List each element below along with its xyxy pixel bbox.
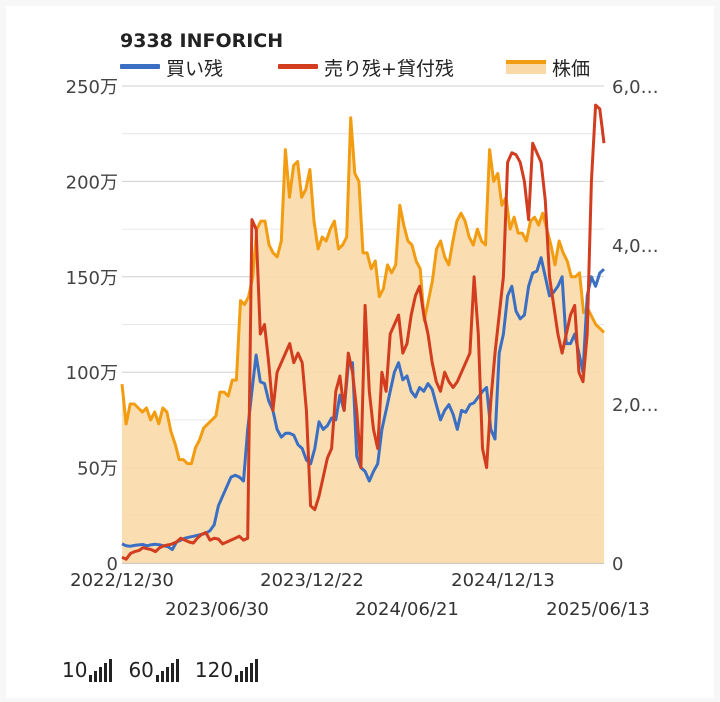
signal-bars-icon <box>89 659 113 682</box>
chart-title: 9338 INFORICH <box>120 30 283 52</box>
left-tick-label: 200万 <box>66 172 118 193</box>
x-axis: 2022/12/30 2023/12/22 2024/12/13 2023/06/30… <box>70 570 650 620</box>
x-tick-label: 2023/06/30 <box>165 599 269 620</box>
period-selector: 10 60 120 <box>62 658 259 682</box>
x-tick-label: 2023/12/22 <box>260 570 364 591</box>
legend-buy[interactable]: 買い残 <box>120 58 223 80</box>
legend-price[interactable]: 株価 <box>506 58 590 80</box>
x-tick-label: 2024/12/13 <box>451 570 555 591</box>
legend-sell[interactable]: 売り残+貸付残 <box>278 58 454 80</box>
left-tick-label: 100万 <box>66 363 118 384</box>
left-axis: 0 50万 100万 150万 200万 250万 <box>66 77 118 575</box>
legend-sell-label: 売り残+貸付残 <box>324 58 454 80</box>
period-label: 60 <box>128 658 154 682</box>
period-button-10[interactable]: 10 <box>62 658 113 682</box>
left-tick-label: 50万 <box>77 459 118 480</box>
right-axis: 0 2,0… 4,0… 6,0… <box>612 77 659 575</box>
legend-sell-swatch <box>278 64 318 69</box>
legend-price-label: 株価 <box>552 58 590 80</box>
right-tick-label: 0 <box>612 554 623 575</box>
chart: 9338 INFORICH 買い残 売り残+貸付残 株価 0 50万 100万 150… <box>66 30 659 620</box>
period-button-60[interactable]: 60 <box>128 658 179 682</box>
x-tick-label: 2025/06/13 <box>546 599 650 620</box>
signal-bars-icon <box>155 659 179 682</box>
legend-buy-label: 買い残 <box>166 58 223 80</box>
legend: 買い残 売り残+貸付残 株価 <box>120 58 590 80</box>
period-label: 10 <box>62 658 88 682</box>
right-tick-label: 6,0… <box>612 77 659 98</box>
legend-buy-swatch <box>120 64 160 69</box>
right-tick-label: 4,0… <box>612 236 659 257</box>
chart-card: 9338 INFORICH 買い残 売り残+貸付残 株価 0 50万 100万 150… <box>6 6 714 698</box>
signal-bars-icon <box>235 659 259 682</box>
sell-line <box>121 103 606 561</box>
right-tick-label: 2,0… <box>612 395 659 416</box>
period-button-120[interactable]: 120 <box>194 658 259 682</box>
x-tick-label: 2024/06/21 <box>355 599 459 620</box>
series-lines <box>121 103 606 561</box>
left-tick-label: 0 <box>107 554 118 575</box>
legend-price-swatch-line <box>506 60 546 64</box>
price-line <box>120 116 606 466</box>
period-label: 120 <box>194 658 234 682</box>
x-tick-label: 2022/12/30 <box>70 570 174 591</box>
left-tick-label: 150万 <box>66 268 118 289</box>
left-tick-label: 250万 <box>66 77 118 98</box>
